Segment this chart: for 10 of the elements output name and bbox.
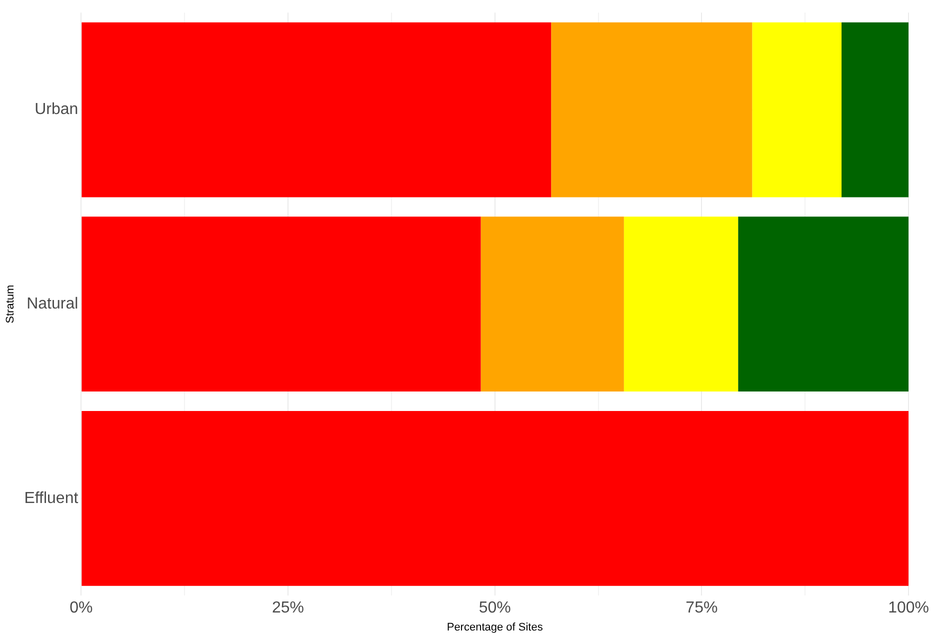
x-tick-label: 75% bbox=[686, 600, 718, 617]
x-tick-label: 50% bbox=[478, 600, 511, 617]
x-tick-label: 25% bbox=[272, 600, 304, 617]
x-tick-label: 0% bbox=[70, 600, 93, 617]
y-tick-label: Natural bbox=[26, 296, 78, 313]
x-tick-label: 100% bbox=[888, 600, 929, 617]
y-axis-title: Stratum bbox=[4, 284, 17, 324]
x-axis-title: Percentage of Sites bbox=[446, 621, 544, 634]
y-tick-label: Effluent bbox=[24, 490, 79, 507]
y-tick-label: Urban bbox=[34, 101, 78, 118]
